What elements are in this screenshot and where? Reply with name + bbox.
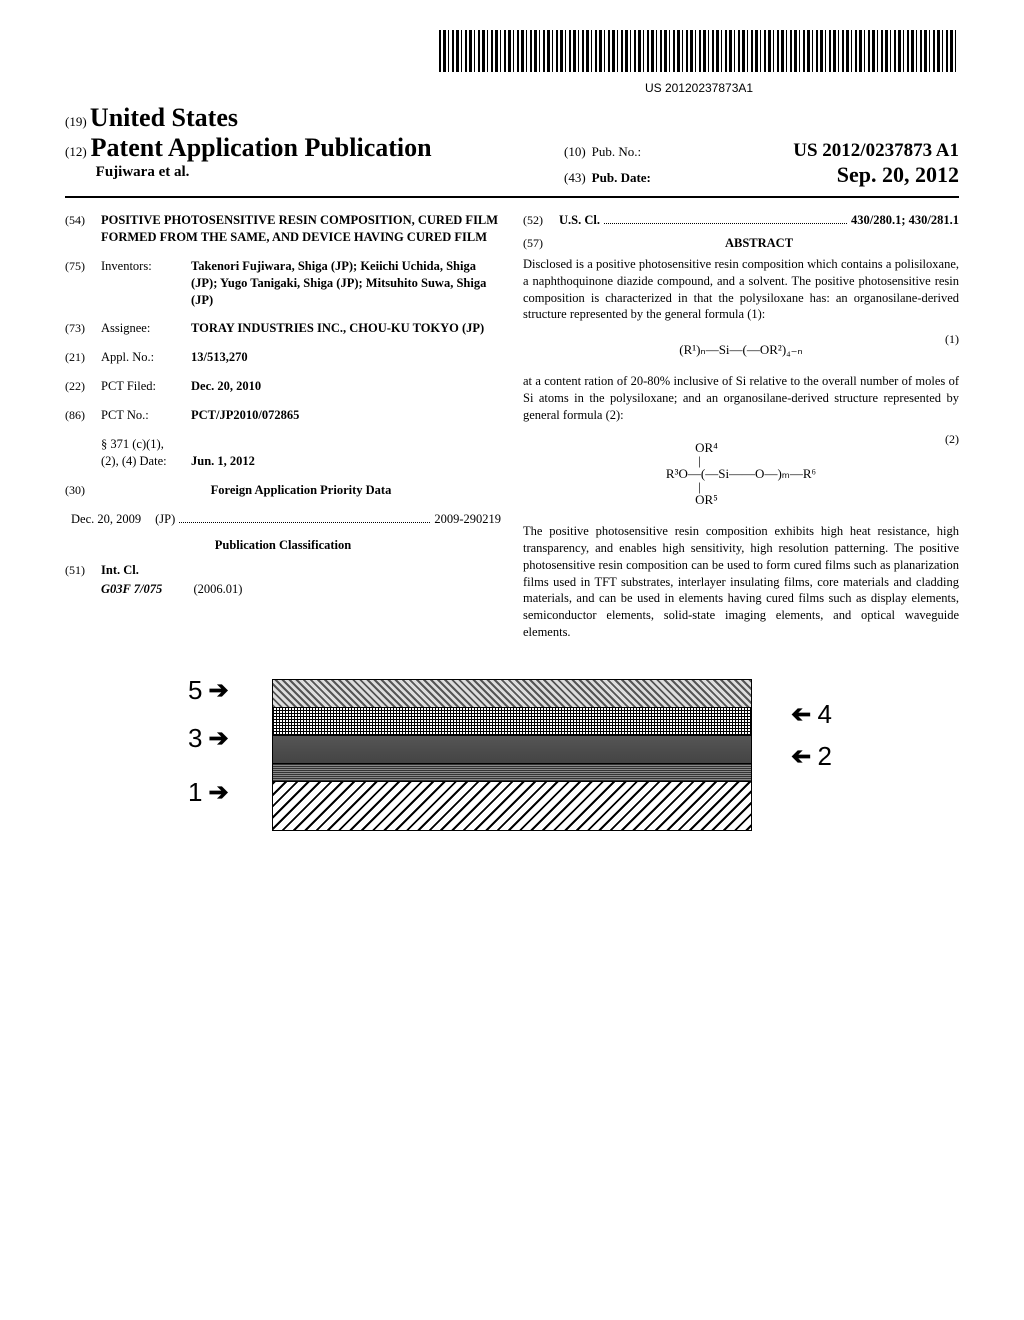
layer-1: [273, 782, 751, 830]
uscl-val: 430/280.1; 430/281.1: [851, 212, 959, 229]
foreign-no: 2009-290219: [434, 511, 501, 528]
abstract-p3: The positive photosensitive resin compos…: [523, 523, 959, 641]
intcl-code: (51): [65, 562, 101, 579]
fig-label-2: 2: [791, 741, 832, 772]
barcode-graphic: [439, 30, 959, 72]
assignee-label: Assignee:: [101, 320, 191, 337]
foreign-code: (30): [65, 482, 101, 499]
pctfiled-code: (22): [65, 378, 101, 395]
barcode-area: US 20120237873A1: [65, 30, 959, 97]
formula1-num: (1): [945, 331, 959, 347]
layer-stack: [272, 679, 752, 831]
invention-title: POSITIVE PHOTOSENSITIVE RESIN COMPOSITIO…: [101, 212, 501, 246]
inventors: Takenori Fujiwara, Shiga (JP); Keiichi U…: [191, 259, 486, 307]
foreign-heading: Foreign Application Priority Data: [211, 483, 392, 497]
uscl-code: (52): [523, 212, 559, 228]
pctfiled-label: PCT Filed:: [101, 378, 191, 395]
right-column: (52) U.S. Cl. 430/280.1; 430/281.1 (57) …: [523, 212, 959, 649]
applno: 13/513,270: [191, 350, 248, 364]
layer-4: [273, 708, 751, 736]
pubno-code: (10): [564, 144, 586, 160]
applno-code: (21): [65, 349, 101, 366]
country-code: (19): [65, 114, 87, 129]
fig-label-1: 1: [188, 777, 229, 808]
formula2-mid: R³O—(—Si——O—)ₘ—R⁶: [666, 466, 816, 481]
inventors-code: (75): [65, 258, 101, 309]
s371-label: § 371 (c)(1), (2), (4) Date:: [101, 436, 191, 470]
pub-type: Patent Application Publication: [91, 133, 432, 162]
formula2-bot: OR⁵: [695, 492, 718, 507]
left-column: (54) POSITIVE PHOTOSENSITIVE RESIN COMPO…: [65, 212, 501, 649]
figure: 5 3 1 4 2: [182, 679, 842, 831]
pubdate-code: (43): [564, 170, 586, 186]
inventors-label: Inventors:: [101, 258, 191, 309]
intcl-edition: (2006.01): [194, 582, 243, 596]
pctno-code: (86): [65, 407, 101, 424]
pubclass-heading: Publication Classification: [65, 537, 501, 554]
pubdate-label: Pub. Date:: [592, 170, 651, 186]
fig-label-3: 3: [188, 723, 229, 754]
dotfill: [179, 514, 430, 523]
header: (19) United States (12) Patent Applicati…: [65, 103, 959, 188]
foreign-country: (JP): [155, 511, 175, 528]
formula2-top: OR⁴: [695, 440, 718, 455]
intcl-symbol: G03F 7/075: [101, 582, 162, 596]
s371-date: Jun. 1, 2012: [191, 454, 255, 468]
biblio-columns: (54) POSITIVE PHOTOSENSITIVE RESIN COMPO…: [65, 212, 959, 649]
fig-label-5: 5: [188, 675, 229, 706]
dotfill-2: [604, 215, 847, 224]
figure-wrap: 5 3 1 4 2: [65, 679, 959, 831]
abstract-heading: ABSTRACT: [725, 236, 793, 250]
country: United States: [90, 103, 238, 132]
formula-2: (2) OR⁴ | R³O—(—Si——O—)ₘ—R⁶ | OR⁵: [523, 441, 959, 509]
pub-code: (12): [65, 144, 87, 159]
pctno: PCT/JP2010/072865: [191, 408, 299, 422]
abstract-p1: Disclosed is a positive photosensitive r…: [523, 256, 959, 324]
title-code: (54): [65, 212, 101, 246]
assignee-code: (73): [65, 320, 101, 337]
pctno-label: PCT No.:: [101, 407, 191, 424]
intcl-label: Int. Cl.: [101, 563, 139, 577]
assignee: TORAY INDUSTRIES INC., CHOU-KU TOKYO (JP…: [191, 321, 484, 335]
foreign-date: Dec. 20, 2009: [71, 511, 141, 528]
uscl-label: U.S. Cl.: [559, 212, 600, 229]
barcode-text: US 20120237873A1: [439, 81, 959, 95]
formula1-text: (R¹)ₙ—Si—(—OR²)₄₋ₙ: [679, 342, 802, 357]
abstract-p2: at a content ration of 20-80% inclusive …: [523, 373, 959, 424]
layer-2: [273, 764, 751, 782]
formula-1: (1) (R¹)ₙ—Si—(—OR²)₄₋ₙ: [523, 341, 959, 359]
pctfiled: Dec. 20, 2010: [191, 379, 261, 393]
applno-label: Appl. No.:: [101, 349, 191, 366]
pubno-label: Pub. No.:: [592, 144, 641, 160]
authors-line: Fujiwara et al.: [96, 164, 190, 180]
fig-label-4: 4: [791, 699, 832, 730]
layer-3: [273, 736, 751, 764]
formula2-num: (2): [945, 431, 959, 447]
abstract-code: (57): [523, 235, 559, 252]
layer-5: [273, 680, 751, 708]
pubdate: Sep. 20, 2012: [837, 162, 959, 188]
pubno: US 2012/0237873 A1: [793, 140, 959, 162]
divider: [65, 196, 959, 198]
